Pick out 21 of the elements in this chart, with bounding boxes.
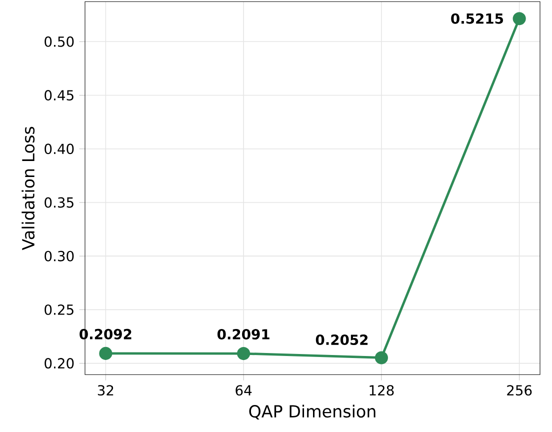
y-tick-label: 0.35 xyxy=(44,197,74,208)
y-tick-label: 0.20 xyxy=(44,358,74,369)
data-label: 0.2091 xyxy=(217,329,270,340)
y-tick-label: 0.25 xyxy=(44,304,74,315)
point xyxy=(99,346,112,360)
y-tick-label: 0.50 xyxy=(44,36,74,47)
point xyxy=(374,351,388,364)
y-tick-label: 0.40 xyxy=(44,144,74,154)
data-label: 0.2092 xyxy=(80,328,132,340)
x-tick-label: 256 xyxy=(507,385,532,396)
x-axis-title: QAP Dimension xyxy=(249,404,376,420)
y-tick-label: 0.45 xyxy=(44,90,74,100)
y-axis-title: Validation Loss xyxy=(22,126,35,250)
x-tick-label: 128 xyxy=(370,385,394,396)
data-label: 0.5215 xyxy=(451,13,503,24)
x-tick-label: 32 xyxy=(98,385,114,396)
point xyxy=(512,12,526,26)
y-tick-label: 0.30 xyxy=(44,250,74,262)
point xyxy=(237,347,250,360)
data-label: 0.2052 xyxy=(316,334,368,346)
x-tick-label: 64 xyxy=(236,385,252,396)
